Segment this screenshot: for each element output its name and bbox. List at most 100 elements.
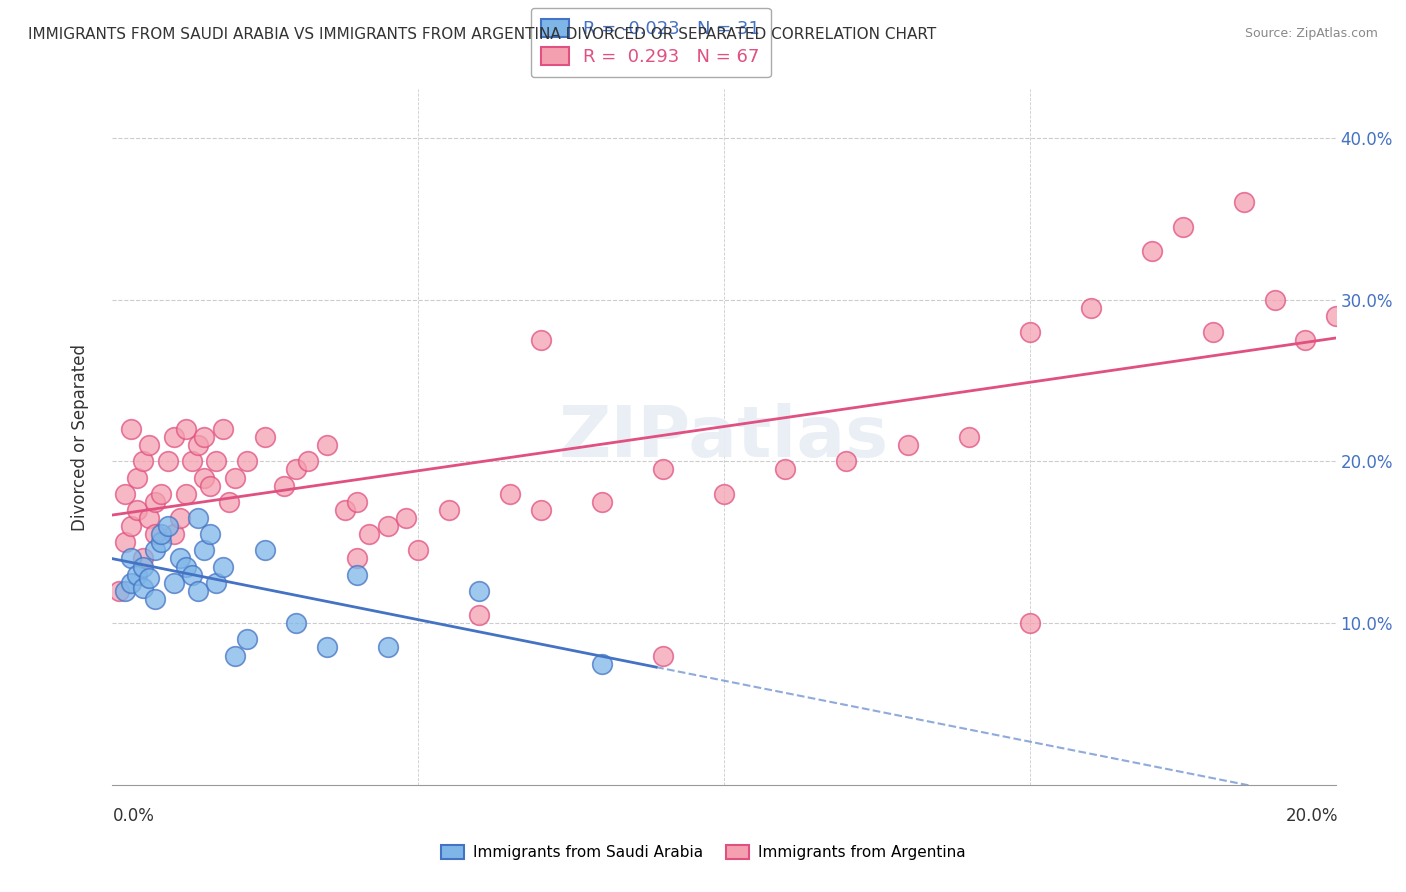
- Point: [200, 478, 222, 492]
- Point: [163, 527, 186, 541]
- Point: [236, 454, 259, 468]
- Point: [346, 551, 368, 566]
- Point: [205, 575, 228, 590]
- Point: [143, 543, 166, 558]
- Text: IMMIGRANTS FROM SAUDI ARABIA VS IMMIGRANTS FROM ARGENTINA DIVORCED OR SEPARATED : IMMIGRANTS FROM SAUDI ARABIA VS IMMIGRAN…: [28, 27, 936, 42]
- Point: [187, 438, 209, 452]
- Point: [163, 575, 186, 590]
- Point: [120, 422, 142, 436]
- Point: [187, 583, 209, 598]
- Point: [315, 438, 337, 452]
- Point: [211, 559, 233, 574]
- Legend: Immigrants from Saudi Arabia, Immigrants from Argentina: Immigrants from Saudi Arabia, Immigrants…: [434, 839, 972, 866]
- Point: [1264, 293, 1286, 307]
- Point: [652, 648, 675, 663]
- Point: [408, 543, 430, 558]
- Point: [181, 454, 204, 468]
- Point: [205, 454, 228, 468]
- Point: [174, 486, 197, 500]
- Point: [652, 462, 675, 476]
- Point: [957, 430, 980, 444]
- Point: [775, 462, 797, 476]
- Point: [163, 430, 186, 444]
- Point: [1171, 219, 1194, 234]
- Point: [499, 486, 522, 500]
- Point: [174, 559, 197, 574]
- Point: [120, 551, 142, 566]
- Point: [193, 543, 215, 558]
- Point: [377, 519, 399, 533]
- Point: [120, 519, 142, 533]
- Point: [897, 438, 920, 452]
- Point: [132, 559, 155, 574]
- Point: [591, 657, 613, 671]
- Point: [333, 503, 356, 517]
- Point: [143, 591, 166, 606]
- Point: [591, 495, 613, 509]
- Point: [359, 527, 381, 541]
- Point: [193, 430, 215, 444]
- Point: [138, 438, 160, 452]
- Point: [346, 495, 368, 509]
- Legend: R = -0.023   N = 31, R =  0.293   N = 67: R = -0.023 N = 31, R = 0.293 N = 67: [530, 8, 770, 78]
- Point: [530, 333, 553, 347]
- Point: [114, 583, 136, 598]
- Point: [1202, 325, 1225, 339]
- Point: [211, 422, 233, 436]
- Point: [713, 486, 735, 500]
- Point: [174, 422, 197, 436]
- Point: [200, 527, 222, 541]
- Point: [395, 511, 418, 525]
- Text: 0.0%: 0.0%: [112, 807, 155, 825]
- Point: [1142, 244, 1164, 258]
- Point: [132, 454, 155, 468]
- Point: [530, 503, 553, 517]
- Point: [1080, 301, 1102, 315]
- Point: [1018, 616, 1040, 631]
- Point: [114, 486, 136, 500]
- Point: [468, 608, 491, 623]
- Point: [468, 583, 491, 598]
- Point: [236, 632, 259, 647]
- Point: [132, 581, 155, 595]
- Point: [835, 454, 858, 468]
- Point: [107, 583, 129, 598]
- Point: [120, 575, 142, 590]
- Point: [125, 503, 148, 517]
- Point: [187, 511, 209, 525]
- Point: [143, 495, 166, 509]
- Point: [1355, 357, 1378, 371]
- Point: [125, 567, 148, 582]
- Point: [254, 543, 277, 558]
- Point: [169, 551, 191, 566]
- Point: [156, 454, 179, 468]
- Point: [1018, 325, 1040, 339]
- Point: [1233, 195, 1256, 210]
- Point: [284, 462, 308, 476]
- Text: 20.0%: 20.0%: [1286, 807, 1339, 825]
- Point: [284, 616, 308, 631]
- Point: [346, 567, 368, 582]
- Point: [1386, 285, 1406, 299]
- Point: [224, 648, 246, 663]
- Text: ZIPatlas: ZIPatlas: [560, 402, 889, 472]
- Point: [132, 551, 155, 566]
- Point: [143, 527, 166, 541]
- Point: [224, 470, 246, 484]
- Point: [138, 511, 160, 525]
- Point: [193, 470, 215, 484]
- Point: [125, 470, 148, 484]
- Point: [150, 486, 173, 500]
- Y-axis label: Divorced or Separated: Divorced or Separated: [70, 343, 89, 531]
- Point: [297, 454, 319, 468]
- Point: [181, 567, 204, 582]
- Point: [254, 430, 277, 444]
- Point: [437, 503, 460, 517]
- Point: [273, 478, 295, 492]
- Point: [169, 511, 191, 525]
- Point: [150, 535, 173, 549]
- Point: [218, 495, 240, 509]
- Text: Source: ZipAtlas.com: Source: ZipAtlas.com: [1244, 27, 1378, 40]
- Point: [315, 640, 337, 655]
- Point: [1324, 309, 1347, 323]
